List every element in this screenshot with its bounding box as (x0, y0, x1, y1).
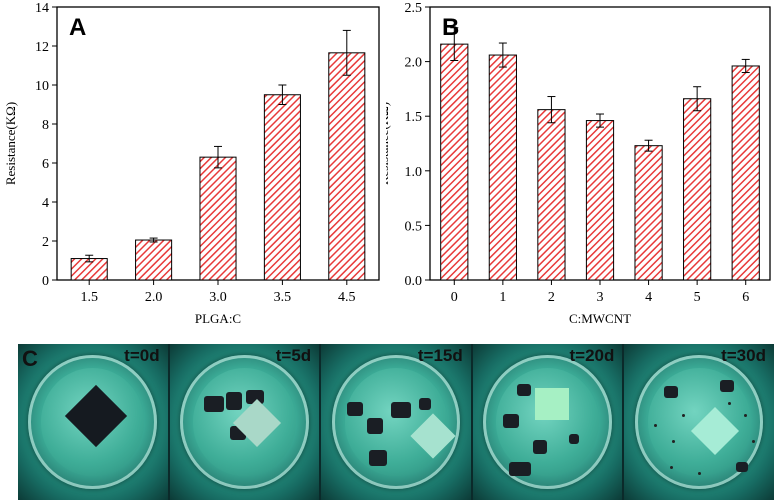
y-tick-label: 0.0 (405, 274, 423, 289)
bar-1 (488, 54, 517, 281)
x-axis-label: PLGA:C (195, 311, 241, 326)
bar-2.0 (135, 239, 173, 281)
bar-4.5 (328, 52, 366, 281)
y-tick-label: 1.0 (405, 165, 423, 180)
x-tick-label: 2.0 (145, 290, 163, 305)
bar-0 (440, 43, 469, 281)
x-tick-label: 3 (597, 290, 604, 305)
bar-6 (731, 65, 760, 281)
bar-3.5 (263, 94, 301, 281)
photo-panel-c: C t=0d t=5d t=15d t=20d (18, 344, 774, 500)
y-tick-label: 2 (42, 235, 49, 250)
x-tick-label: 5 (694, 290, 701, 305)
x-tick-label: 3.5 (274, 290, 292, 305)
x-tick-label: 1 (499, 290, 506, 305)
scaffold-sample (534, 388, 569, 420)
bar-3.0 (199, 156, 237, 281)
time-label: t=30d (721, 346, 766, 365)
y-axis-label: Resistance(KΩ) (386, 102, 391, 185)
y-tick-label: 0 (42, 274, 49, 289)
x-tick-label: 1.5 (80, 290, 98, 305)
dish-photo-day-0: t=0d (18, 344, 168, 500)
y-tick-label: 2.0 (405, 56, 423, 71)
y-tick-label: 14 (35, 1, 49, 16)
panel-label-b: B (442, 14, 459, 41)
x-tick-label: 2 (548, 290, 555, 305)
chart-b: 0.0 0.5 1.0 1.5 2.0 2.5 0 1 2 3 4 5 6 C:MWCNT Resistan… (386, 1, 771, 326)
y-tick-label: 10 (35, 79, 49, 94)
panel-label-a: A (69, 14, 86, 41)
y-tick-label: 12 (35, 40, 49, 55)
time-label: t=15d (417, 346, 463, 365)
x-tick-label: 3.0 (209, 290, 227, 305)
y-tick-label: 1.5 (405, 110, 423, 125)
x-axis-label: C:MWCNT (569, 311, 631, 326)
bar-5 (683, 98, 712, 281)
dish-photo-day-20: t=20d (472, 344, 623, 500)
time-label: t=5d (275, 346, 312, 365)
y-tick-label: 6 (42, 157, 49, 172)
y-axis-label: Resistance(KΩ) (3, 102, 18, 185)
bar-2 (537, 109, 566, 281)
x-tick-label: 4 (645, 290, 652, 305)
chart-a: 0 2 4 6 8 10 12 14 1.5 2.0 3.0 3.5 4.5 PLGA:C Resistan… (3, 1, 380, 326)
y-tick-label: 2.5 (405, 1, 423, 16)
bar-3 (585, 120, 615, 281)
x-tick-label: 6 (742, 290, 749, 305)
dish-photo-day-5: t=5d (169, 344, 320, 500)
time-label: t=20d (569, 346, 615, 365)
y-tick-label: 4 (42, 196, 49, 211)
panel-label-c: C (22, 346, 38, 371)
x-tick-label: 0 (451, 290, 458, 305)
y-tick-label: 8 (42, 118, 49, 133)
y-tick-label: 0.5 (405, 219, 423, 234)
x-tick-label: 4.5 (338, 290, 356, 305)
time-label: t=0d (124, 346, 160, 365)
bar-4 (634, 145, 663, 281)
dish-photo-day-15: t=15d (321, 344, 471, 500)
dish-photo-day-30: t=30d (624, 344, 774, 500)
